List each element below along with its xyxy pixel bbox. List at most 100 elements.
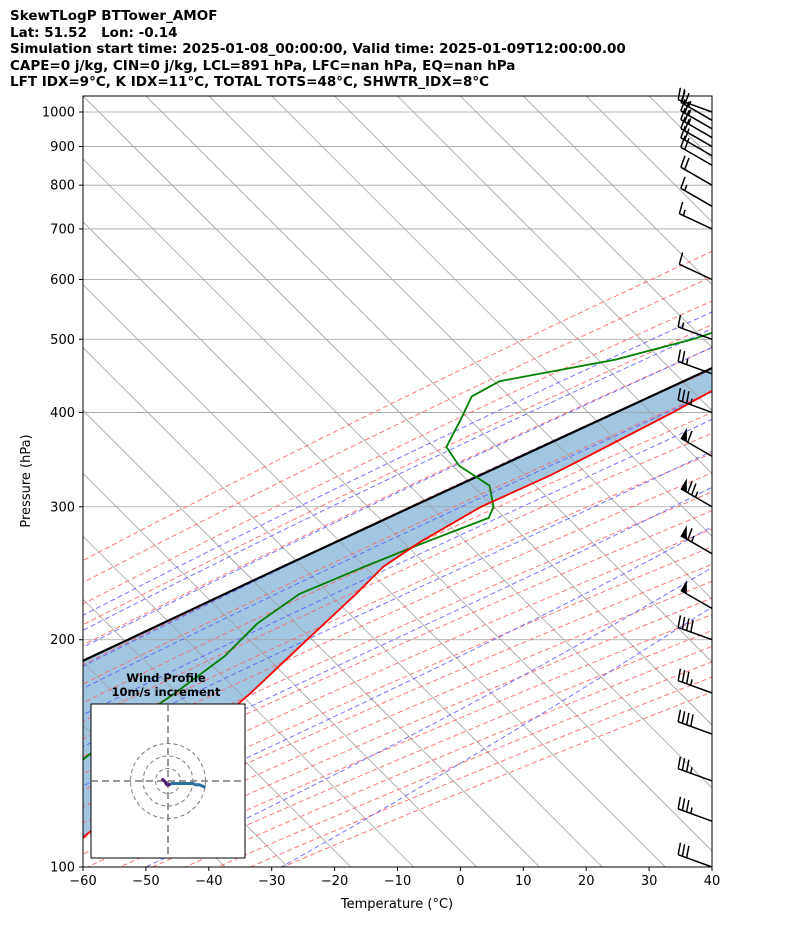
wind-barb-full-flag (677, 349, 682, 362)
chart-header: SkewTLogP BTTower_AMOF Lat: 51.52 Lon: -… (10, 8, 626, 91)
isotherm-gridline (523, 96, 712, 286)
moist-adiabat-line (83, 346, 712, 648)
wind-barb-staff (680, 101, 713, 121)
wind-barb-full-flag (690, 619, 694, 633)
wind-barb (677, 349, 713, 375)
isotherm-gridline (83, 535, 414, 867)
dry-adiabat-line (83, 510, 712, 791)
x-tick-label: 10 (515, 874, 532, 889)
temperature-line (83, 389, 712, 839)
wind-barb-full-flag (690, 483, 697, 496)
wind-barb-staff (679, 213, 713, 230)
wind-barb-staff (677, 808, 713, 822)
wind-barb-full-flag (687, 430, 693, 443)
wind-barb (677, 615, 713, 641)
moist-adiabat-line (83, 486, 712, 787)
wind-barb-full-flag (687, 528, 693, 540)
x-tick-label: −20 (321, 874, 348, 889)
y-tick-label: 800 (50, 179, 75, 194)
wind-barb-staff (680, 110, 713, 130)
wind-barb-full-flag (684, 101, 690, 114)
wind-barb-full-flag (684, 92, 690, 105)
x-tick-label: −60 (69, 874, 96, 889)
wind-barb (677, 756, 713, 782)
x-axis-label: Temperature (°C) (340, 897, 453, 912)
wind-barb-staff (680, 118, 713, 139)
wind-barb-half-flag (687, 109, 692, 116)
dry-adiabat-line (83, 491, 712, 775)
wind-barb-full-flag (684, 137, 690, 150)
wind-barb-full-flag (680, 155, 686, 168)
wind-barb (677, 87, 713, 113)
hodograph-plot (91, 704, 245, 858)
wind-barb-staff (677, 767, 713, 782)
wind-barb-full-flag (680, 126, 686, 139)
wind-barb-full-flag (677, 842, 682, 855)
time-line: Simulation start time: 2025-01-08_00:00:… (10, 41, 626, 57)
isotherm-gridline (711, 96, 712, 97)
moist-adiabat-line (83, 526, 712, 836)
profile-lines (83, 331, 712, 839)
axes: −60 −50 −40 −30 −20 −10 0 10 20 30 40 100 200 300 400 5… (42, 105, 720, 889)
wind-barb (677, 388, 713, 414)
isotherm-gridline (397, 96, 712, 412)
wind-barb-full-flag (684, 119, 690, 132)
dry-adiabat-line (83, 300, 712, 605)
wind-barb-half-flag (681, 322, 685, 329)
wind-barb-full-flag (677, 796, 682, 809)
dry-adiabat-line (83, 546, 712, 824)
isotherm-gridline (334, 96, 712, 474)
isotherm-gridline (460, 96, 712, 349)
stability-index-line: LFT IDX=9°C, K IDX=11°C, TOTAL TOTS=48°C… (10, 74, 490, 90)
hodograph-trace-lower (160, 777, 172, 787)
wind-barb-pennant (680, 478, 687, 493)
dry-adiabat-line (83, 346, 712, 646)
wind-barb-full-flag (684, 128, 690, 141)
wind-barb-full-flag (678, 201, 684, 214)
wind-barb-half-flag (685, 358, 689, 365)
wind-barb-full-flag (681, 758, 686, 771)
isotherm-gridline (83, 472, 477, 867)
wind-barb-full-flag (685, 799, 690, 813)
wind-barb-full-flag (685, 712, 690, 725)
y-tick-label: 500 (50, 333, 75, 348)
wind-barb-full-flag (678, 252, 684, 265)
isotherm-gridline (83, 347, 603, 867)
wind-barb-half-flag (682, 209, 686, 216)
x-tick-label: 20 (578, 874, 595, 889)
wind-barb (677, 796, 713, 822)
wind-barb-full-flag (684, 157, 690, 170)
wind-barb-full-flag (677, 615, 682, 628)
wind-barb (680, 99, 713, 130)
dry-adiabat-line (83, 250, 712, 562)
isotherm-gridline (648, 96, 712, 160)
isotherm-gridline (83, 221, 712, 852)
wind-barb-staff (677, 626, 713, 641)
wind-barb-pennant (680, 580, 687, 594)
wind-barb-staff (680, 137, 713, 157)
parcel-profile-line (83, 366, 712, 662)
wind-barb-full-flag (681, 798, 686, 811)
wind-barb-staff (680, 127, 713, 148)
y-tick-label: 100 (50, 861, 75, 876)
wind-barb-full-flag (680, 90, 686, 103)
wind-barb-staff (677, 679, 713, 694)
wind-barbs (677, 87, 713, 868)
y-tick-label: 900 (50, 140, 75, 155)
isotherm-gridline (83, 409, 540, 867)
wind-barb-staff (680, 146, 713, 166)
wind-barb-staff (680, 437, 713, 457)
wind-barb (680, 155, 713, 186)
wind-barb-staff (680, 166, 713, 186)
wind-barb-full-flag (685, 845, 690, 858)
wind-barb (677, 314, 713, 340)
wind-barb-full-flag (685, 618, 690, 631)
wind-barb-staff (677, 326, 713, 340)
location-line: Lat: 51.52 Lon: -0.14 (10, 24, 178, 41)
wind-barb-staff (679, 263, 713, 281)
wind-barb-half-flag (690, 767, 693, 774)
wind-barb (680, 580, 713, 610)
wind-barb-half-flag (690, 679, 693, 686)
isotherm-gridline (585, 96, 712, 223)
